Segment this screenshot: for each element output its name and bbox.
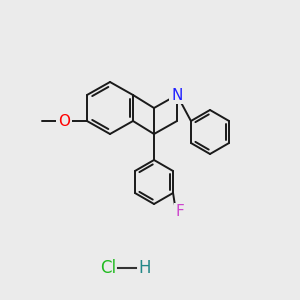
Text: Cl: Cl (100, 259, 116, 277)
Text: H: H (138, 259, 151, 277)
Text: O: O (58, 113, 70, 128)
Text: N: N (171, 88, 183, 103)
Text: F: F (176, 205, 184, 220)
